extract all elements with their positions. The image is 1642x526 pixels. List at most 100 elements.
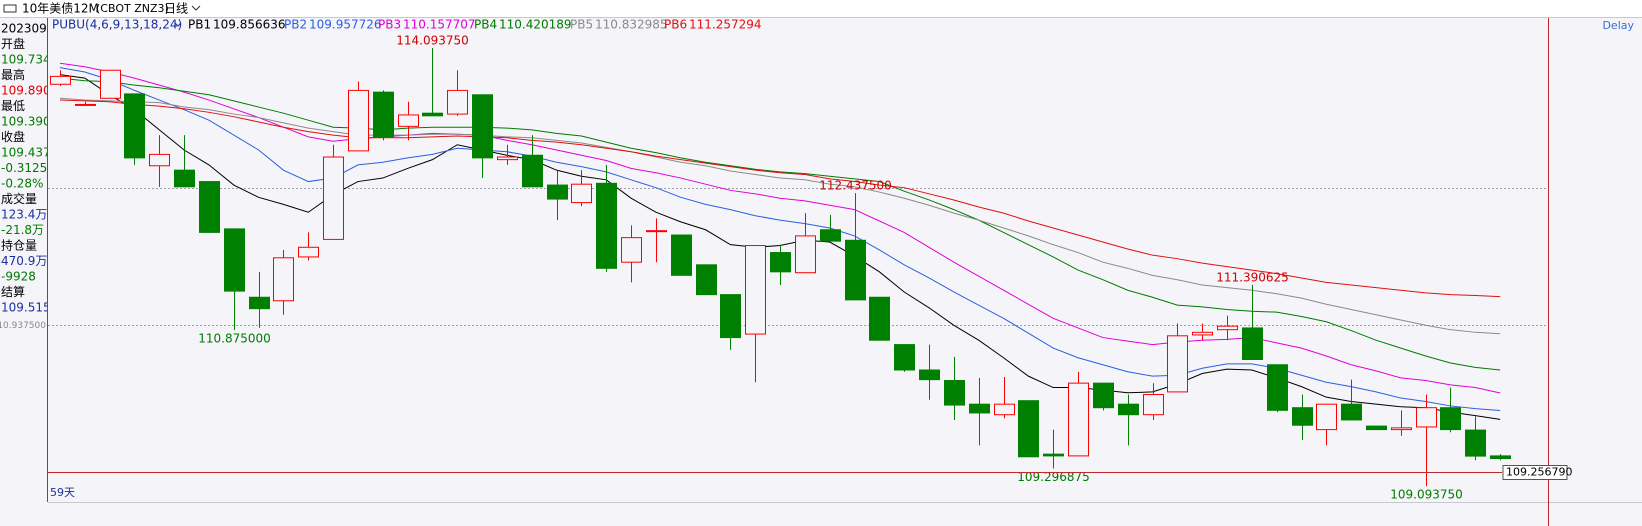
info-item: 109.7343 (1, 53, 58, 67)
candle-body (348, 89, 369, 152)
candle-body (1143, 394, 1164, 416)
candle-body (149, 153, 170, 167)
legend-name: PB6 (664, 18, 687, 32)
candle-body (621, 237, 642, 263)
candle-body (1167, 335, 1188, 393)
info-item: -9928 (1, 270, 36, 284)
candle-body (1217, 325, 1238, 331)
candle-body (869, 296, 890, 341)
candle-body (199, 181, 220, 233)
candle-body (522, 154, 543, 188)
info-item: 123.4万 (1, 208, 47, 222)
legend-name: PB1 (188, 18, 211, 32)
info-item: 109.3906 (1, 115, 58, 129)
candle-body (1118, 403, 1139, 416)
candle-body (124, 93, 145, 159)
candle-body (1416, 407, 1437, 428)
candle-body (820, 229, 841, 242)
candle-body (398, 114, 419, 127)
high-label: 111.390625 (1216, 270, 1289, 284)
candle-body (1341, 403, 1362, 421)
indicator-line (59, 99, 1501, 298)
candle-body (273, 257, 294, 302)
high-label: 112.437500 (819, 179, 892, 193)
top-bar (0, 0, 1642, 17)
indicator-line (59, 97, 1501, 335)
y-tick-label: 110.937500 (0, 321, 46, 331)
legend-name: PB4 (474, 18, 497, 32)
info-item: 结算 (1, 284, 25, 299)
candle-body (249, 296, 270, 310)
info-item: 最高 (1, 67, 25, 82)
candle-body (373, 91, 394, 138)
candle-body (919, 369, 940, 381)
indicator-line (59, 62, 1501, 394)
last-price-label: 109.256790 (1506, 466, 1572, 479)
candle-body (1316, 403, 1337, 431)
legend-value: 110.420189 (499, 18, 572, 32)
candle-body (323, 156, 344, 240)
info-item: -0.31250 (1, 161, 55, 175)
plot-area: 110.937500 110.875000 114.093750 112.437500… (0, 33, 1572, 501)
legend-value: 109.957726 (309, 18, 382, 32)
bar-count: 59天 (50, 486, 75, 499)
low-label: 109.093750 (1390, 488, 1463, 502)
info-item: 470.9万 (1, 254, 47, 268)
info-item: -21.8万 (1, 223, 44, 237)
legend-value: 111.257294 (689, 18, 762, 32)
candle-body (1440, 407, 1461, 431)
candle-body (1391, 427, 1412, 431)
candle-body (1192, 331, 1213, 336)
candle-body (1242, 327, 1263, 360)
info-item: 收盘 (1, 129, 25, 144)
info-item: 109.5156 (1, 301, 58, 315)
indicator-line (59, 77, 1501, 371)
candle-body (447, 89, 468, 115)
info-item: 20230915 (1, 22, 62, 36)
delay-label: Delay (1602, 19, 1634, 32)
candle-body (298, 246, 319, 258)
candle-body (1267, 364, 1288, 411)
candle-body (50, 75, 71, 85)
period-chevron[interactable] (191, 5, 201, 11)
candle-body (770, 252, 791, 273)
indicator-chevron[interactable] (174, 22, 182, 27)
candle-body (745, 245, 766, 335)
low-label: 110.875000 (198, 332, 271, 346)
candle-body (224, 228, 245, 292)
symbol-code: (CBOT ZNZ3) (96, 2, 169, 15)
info-item: 开盘 (1, 36, 25, 51)
candle-body (720, 294, 741, 339)
candle-body (1018, 400, 1039, 458)
info-item: 109.8906 (1, 84, 58, 98)
symbol[interactable]: 10年美债12M (22, 2, 99, 16)
legend-name: PB5 (570, 18, 593, 32)
legend-value: 110.157707 (403, 18, 476, 32)
info-item: -0.28% (1, 177, 43, 191)
candle-body (696, 264, 717, 296)
candle-body (1093, 382, 1114, 409)
candle-body (547, 184, 568, 200)
legend-name: PB2 (284, 18, 307, 32)
candle-body (174, 169, 195, 188)
indicator-name[interactable]: PUBU(4,6,9,13,18,24) (52, 18, 182, 32)
indicator-line (59, 67, 1501, 412)
candle-body (1292, 407, 1313, 426)
legend-name: PB3 (378, 18, 401, 32)
period[interactable]: 日线 (164, 2, 188, 16)
candle-body (596, 182, 617, 269)
candle-body (1366, 425, 1387, 431)
high-label: 114.093750 (396, 33, 469, 47)
info-item: 持仓量 (1, 238, 37, 253)
candle-body (969, 403, 990, 414)
legend-value: 109.856636 (213, 18, 286, 32)
menu-icon[interactable] (3, 4, 17, 13)
candle-body (994, 403, 1015, 416)
candle-body (472, 94, 493, 159)
candle-body (1490, 455, 1511, 460)
last-price-box (1502, 465, 1568, 480)
legend-value: 110.832985 (595, 18, 668, 32)
info-item: 成交量 (1, 191, 37, 206)
